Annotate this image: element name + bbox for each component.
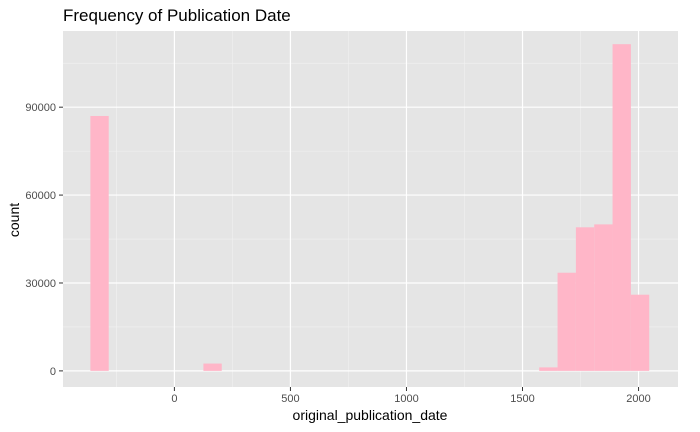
x-tick-label: 1500	[510, 393, 534, 405]
histogram-bar	[539, 367, 558, 371]
histogram-bar	[557, 272, 576, 371]
x-tick-label: 0	[171, 393, 177, 405]
y-tick-label: 90000	[25, 102, 56, 114]
histogram-bar	[594, 224, 613, 371]
y-axis-title: count	[6, 203, 22, 237]
histogram-bar	[203, 363, 222, 371]
y-tick-label: 0	[50, 366, 56, 378]
histogram-bar	[612, 44, 631, 371]
histogram-bars	[90, 44, 650, 371]
chart-title: Frequency of Publication Date	[63, 6, 291, 25]
x-axis-title: original_publication_date	[293, 407, 448, 423]
x-tick-label: 2000	[626, 393, 650, 405]
histogram-bar	[90, 115, 109, 371]
y-tick-label: 30000	[25, 278, 56, 290]
y-tick-label: 60000	[25, 190, 56, 202]
x-axis: 0 500 1000 1500 2000	[171, 387, 651, 405]
histogram-bar	[575, 227, 595, 371]
major-gridlines	[63, 31, 678, 387]
x-tick-label: 1000	[394, 393, 418, 405]
histogram-bar	[630, 294, 650, 371]
y-axis: 0 30000 60000 90000	[25, 102, 63, 378]
x-tick-label: 500	[281, 393, 299, 405]
